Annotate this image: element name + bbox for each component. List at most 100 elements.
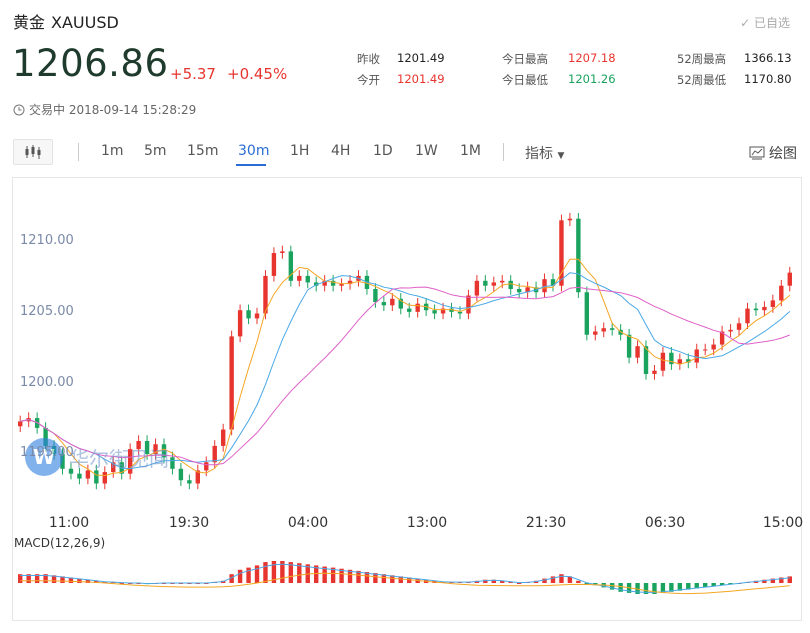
instrument-name: 黄金: [13, 13, 46, 32]
macd-bar: [51, 575, 57, 583]
candle: [170, 457, 175, 469]
candle: [111, 462, 116, 473]
candle: [373, 288, 378, 303]
candle: [322, 280, 327, 286]
x-tick: 04:00: [287, 515, 329, 531]
chart-canvas[interactable]: [13, 178, 801, 620]
macd-bar: [686, 583, 691, 590]
candle: [779, 285, 784, 301]
candle: [508, 280, 513, 289]
candle: [567, 218, 573, 221]
indicator-dropdown[interactable]: 指标 ▼: [525, 143, 564, 163]
macd-bar: [102, 581, 107, 583]
y-tick: 1205.00: [20, 304, 74, 319]
favorite-button[interactable]: ✓ 已自选: [740, 14, 790, 31]
candle: [254, 313, 260, 319]
macd-bar: [330, 567, 336, 583]
candle: [60, 454, 65, 469]
macd-bar: [77, 578, 82, 583]
candle: [516, 288, 522, 293]
macd-bar: [314, 565, 319, 583]
macd-bar: [85, 579, 91, 583]
candle: [144, 440, 150, 455]
macd-bar: [694, 583, 699, 589]
macd-bar: [34, 574, 40, 583]
macd-bar: [43, 574, 48, 583]
macd-bar: [119, 583, 124, 584]
candle: [263, 275, 268, 314]
candle: [297, 275, 302, 281]
macd-bar: [68, 577, 74, 583]
draw-button[interactable]: 绘图: [749, 143, 797, 163]
macd-bar: [254, 565, 260, 583]
candle: [220, 429, 226, 446]
macd-bar: [18, 574, 23, 583]
macd-bar: [297, 563, 302, 583]
macd-bar: [280, 561, 285, 583]
candle: [161, 444, 167, 458]
candle: [745, 308, 750, 324]
active-tab-indicator: [236, 164, 266, 166]
macd-bar: [567, 576, 573, 583]
tf-1h[interactable]: 1H: [290, 143, 310, 159]
macd-bar: [728, 583, 733, 585]
candle: [474, 280, 480, 296]
instrument-symbol: XAUUSD: [51, 13, 119, 32]
macd-bar: [94, 580, 99, 583]
tf-1mo[interactable]: 1M: [460, 143, 481, 159]
macd-bar: [584, 583, 590, 585]
tf-1w[interactable]: 1W: [415, 143, 438, 159]
toolbar-divider: [503, 143, 504, 161]
candle: [466, 295, 471, 314]
macd-bar: [576, 580, 581, 583]
macd-bar: [237, 569, 243, 583]
candle: [576, 218, 581, 293]
macd-bar: [770, 578, 776, 583]
candle: [694, 349, 699, 363]
candle: [601, 328, 606, 332]
watermark-text: 华尔街见闻: [69, 446, 169, 471]
open-value: 1201.49: [397, 72, 445, 86]
macd-bar: [60, 576, 65, 583]
macd-bar: [288, 562, 294, 583]
candle: [491, 282, 496, 286]
candle: [407, 308, 412, 312]
candle: [127, 449, 133, 474]
tf-30m[interactable]: 30m: [238, 143, 270, 159]
tf-1m[interactable]: 1m: [101, 143, 124, 159]
macd-bar: [542, 578, 547, 583]
macd-bar: [500, 580, 505, 583]
candle: [762, 306, 767, 311]
x-tick: 19:30: [168, 515, 210, 531]
y-tick: 1195.00: [20, 445, 74, 460]
candle: [178, 468, 184, 481]
price-change: +5.37: [170, 65, 216, 83]
macd-bar: [271, 561, 277, 583]
macd-bar: [643, 583, 649, 594]
candle: [635, 346, 640, 358]
macd-bar: [652, 583, 657, 594]
macd-bar: [364, 572, 370, 583]
ma-line-10: [20, 272, 791, 470]
w52-low-label: 52周最低: [677, 73, 727, 87]
candle: [136, 440, 141, 450]
tf-5m[interactable]: 5m: [144, 143, 167, 159]
candle: [43, 427, 48, 446]
macd-bar: [390, 575, 395, 583]
x-tick: 15:00: [762, 515, 804, 531]
macd-bar: [711, 583, 716, 587]
candle: [398, 298, 403, 309]
tf-4h[interactable]: 4H: [331, 143, 351, 159]
candle: [449, 308, 454, 312]
macd-bar: [669, 583, 674, 592]
x-tick: 06:30: [644, 515, 686, 531]
tf-1d[interactable]: 1D: [373, 143, 393, 159]
candle: [85, 470, 91, 479]
candle: [237, 310, 243, 337]
candle: [669, 352, 674, 365]
chart-type-button[interactable]: [13, 139, 53, 165]
tf-15m[interactable]: 15m: [187, 143, 219, 159]
price-chart[interactable]: W 华尔街见闻 1210.00 1205.00 1200.00 1195.00 …: [12, 177, 804, 621]
macd-bar: [229, 574, 234, 583]
y-tick: 1210.00: [20, 233, 74, 248]
